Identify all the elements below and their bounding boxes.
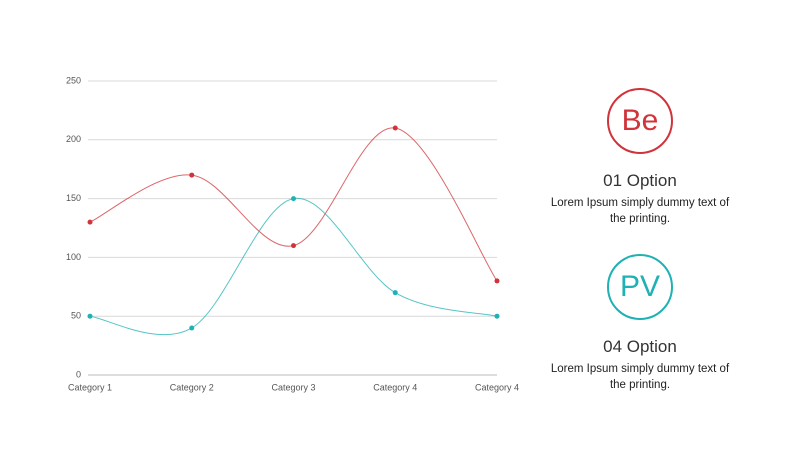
point [189,325,195,331]
option-icon: Be [607,88,673,154]
point [291,243,296,249]
option-title: 01 Option [603,171,677,190]
y-tick-label: 0 [76,369,81,379]
y-tick-label: 150 [66,193,81,203]
y-tick-label: 200 [66,134,81,144]
y-tick-label: 50 [71,311,81,321]
x-tick-label: Category 1 [68,382,112,392]
option-text: Lorem Ipsum simply dummy text of the pri… [550,363,730,391]
chart: 0 50 100 150 200 250 Category 1 Category 2 Categ… [66,75,519,392]
point [494,313,500,319]
option-icon: PV [607,254,673,320]
point [392,125,398,131]
series-line [89,127,498,282]
x-tick-label: Category 4 [475,382,519,392]
x-tick-label: Category 4 [373,382,417,392]
point [87,313,93,319]
y-tick-label: 250 [66,75,81,85]
option-block: PV 04 Option Lorem Ipsum simply dummy te… [540,254,740,393]
x-tick-label: Category 3 [271,382,315,392]
point [291,196,296,202]
x-tick-label: Category 2 [170,382,214,392]
point [87,219,93,225]
series-line [89,198,498,336]
point [494,278,500,284]
point [392,290,398,296]
option-title: 04 Option [603,337,677,356]
option-text: Lorem Ipsum simply dummy text of the pri… [550,197,730,225]
point [189,172,195,178]
y-tick-label: 100 [66,252,81,262]
option-block: Be 01 Option Lorem Ipsum simply dummy te… [540,88,740,227]
